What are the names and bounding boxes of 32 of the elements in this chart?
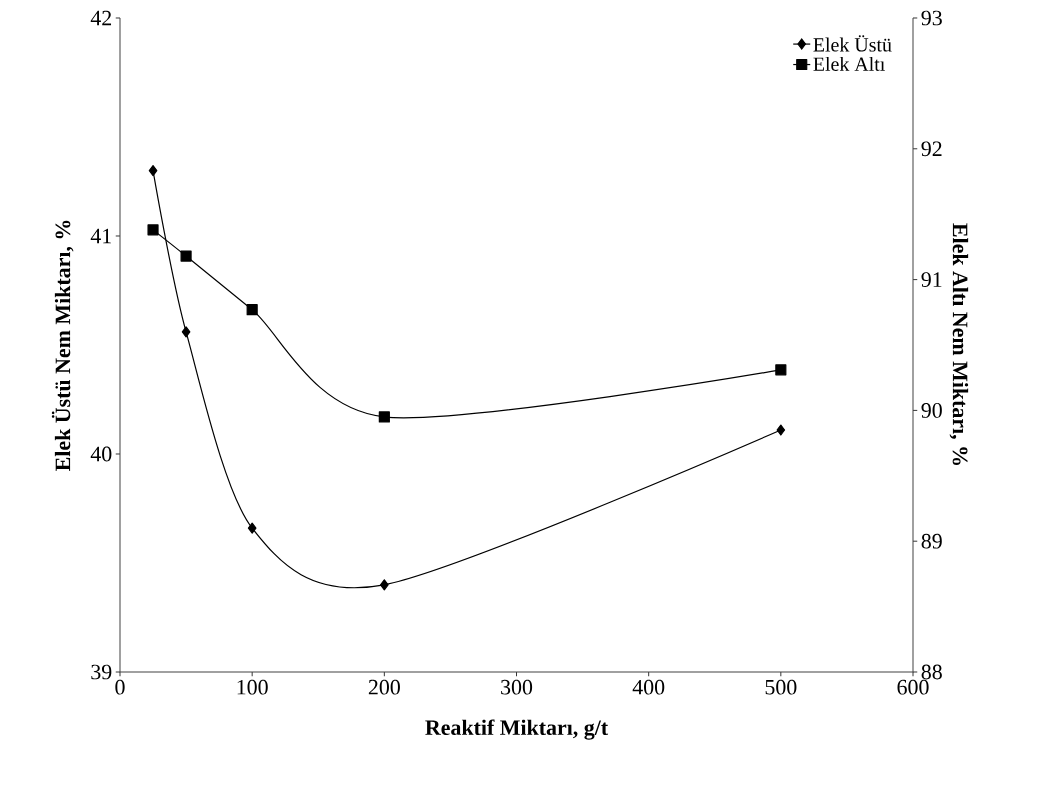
- y-tick-label: 41: [90, 228, 111, 244]
- y2-axis-title: Elek Altı Nem Miktarı, %: [949, 223, 969, 465]
- x-tick-label: 500: [765, 679, 797, 695]
- y-tick-label: 42: [90, 10, 112, 26]
- point: [247, 522, 257, 534]
- point: [380, 579, 389, 591]
- x-tick-label: 100: [237, 679, 268, 695]
- point: [147, 224, 159, 236]
- point: [775, 364, 787, 376]
- x-tick-label: 200: [368, 679, 400, 695]
- x-tick-label: 400: [632, 679, 665, 695]
- y2-tick-label: 90: [921, 403, 942, 418]
- y2-tick-label: 92: [921, 141, 942, 157]
- y-tick-label: 39: [91, 664, 112, 680]
- point: [378, 411, 390, 423]
- point: [148, 165, 158, 177]
- y-tick-label: 40: [90, 446, 112, 462]
- point: [181, 326, 191, 338]
- y2-tick-label: 89: [921, 533, 942, 549]
- legend-label: Elek Üstü: [813, 35, 892, 52]
- y2-tick-label: 88: [921, 664, 942, 680]
- y2-tick-label: 91: [921, 272, 942, 287]
- y2-tick-label: 93: [921, 10, 942, 26]
- x-tick-label: 600: [897, 679, 929, 695]
- x-tick-label: 0: [115, 679, 125, 695]
- point: [776, 424, 786, 436]
- x-tick-label: 300: [501, 679, 533, 695]
- x-axis-title: Reaktif Miktarı, g/t: [425, 719, 609, 740]
- y-axis-title: Elek Üstü Nem Miktarı, %: [51, 220, 74, 471]
- legend-label: Elek Altı: [813, 56, 885, 71]
- point: [180, 250, 192, 262]
- point: [246, 304, 258, 316]
